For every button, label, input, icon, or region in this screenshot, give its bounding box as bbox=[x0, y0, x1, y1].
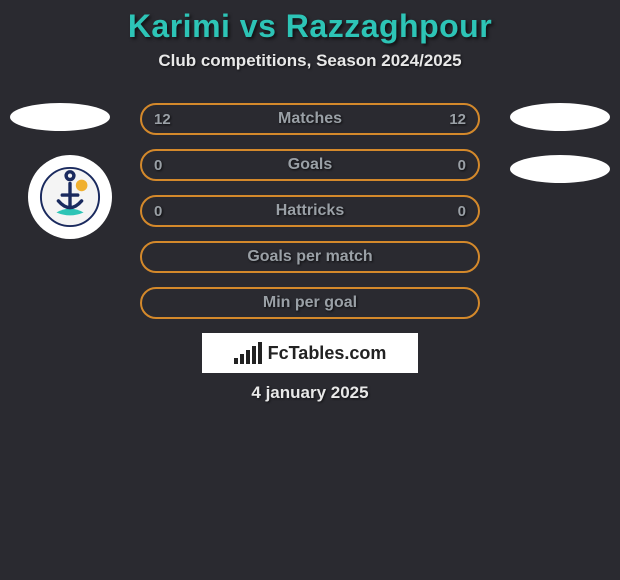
page-subtitle: Club competitions, Season 2024/2025 bbox=[0, 51, 620, 71]
anchor-icon bbox=[39, 166, 101, 228]
stat-value-right: 0 bbox=[458, 203, 466, 220]
player-right-badge-oval-2 bbox=[510, 155, 610, 183]
stat-label: Goals per match bbox=[247, 248, 372, 266]
footer-logo: FcTables.com bbox=[202, 333, 418, 373]
anchor-badge-icon bbox=[39, 166, 101, 228]
stat-value-left: 0 bbox=[154, 157, 162, 174]
stat-label: Hattricks bbox=[276, 202, 344, 220]
stats-area: 12 Matches 12 0 Goals 0 0 Hattricks 0 Go… bbox=[0, 103, 620, 403]
stat-value-left: 12 bbox=[154, 111, 171, 128]
stat-label: Min per goal bbox=[263, 294, 357, 312]
stat-value-right: 0 bbox=[458, 157, 466, 174]
stat-value-right: 12 bbox=[449, 111, 466, 128]
stat-row-hattricks: 0 Hattricks 0 bbox=[140, 195, 480, 227]
footer-logo-text: FcTables.com bbox=[268, 343, 387, 364]
stat-label: Goals bbox=[288, 156, 332, 174]
player-left-badge-oval bbox=[10, 103, 110, 131]
stat-row-matches: 12 Matches 12 bbox=[140, 103, 480, 135]
date-text: 4 january 2025 bbox=[0, 383, 620, 403]
stat-row-min-per-goal: Min per goal bbox=[140, 287, 480, 319]
player-left-club-logo bbox=[28, 155, 112, 239]
player-right-badge-oval-1 bbox=[510, 103, 610, 131]
comparison-infographic: Karimi vs Razzaghpour Club competitions,… bbox=[0, 0, 620, 403]
stat-row-goals: 0 Goals 0 bbox=[140, 149, 480, 181]
bar-chart-icon bbox=[234, 342, 262, 364]
stat-row-goals-per-match: Goals per match bbox=[140, 241, 480, 273]
stat-value-left: 0 bbox=[154, 203, 162, 220]
page-title: Karimi vs Razzaghpour bbox=[0, 8, 620, 45]
stat-label: Matches bbox=[278, 110, 342, 128]
